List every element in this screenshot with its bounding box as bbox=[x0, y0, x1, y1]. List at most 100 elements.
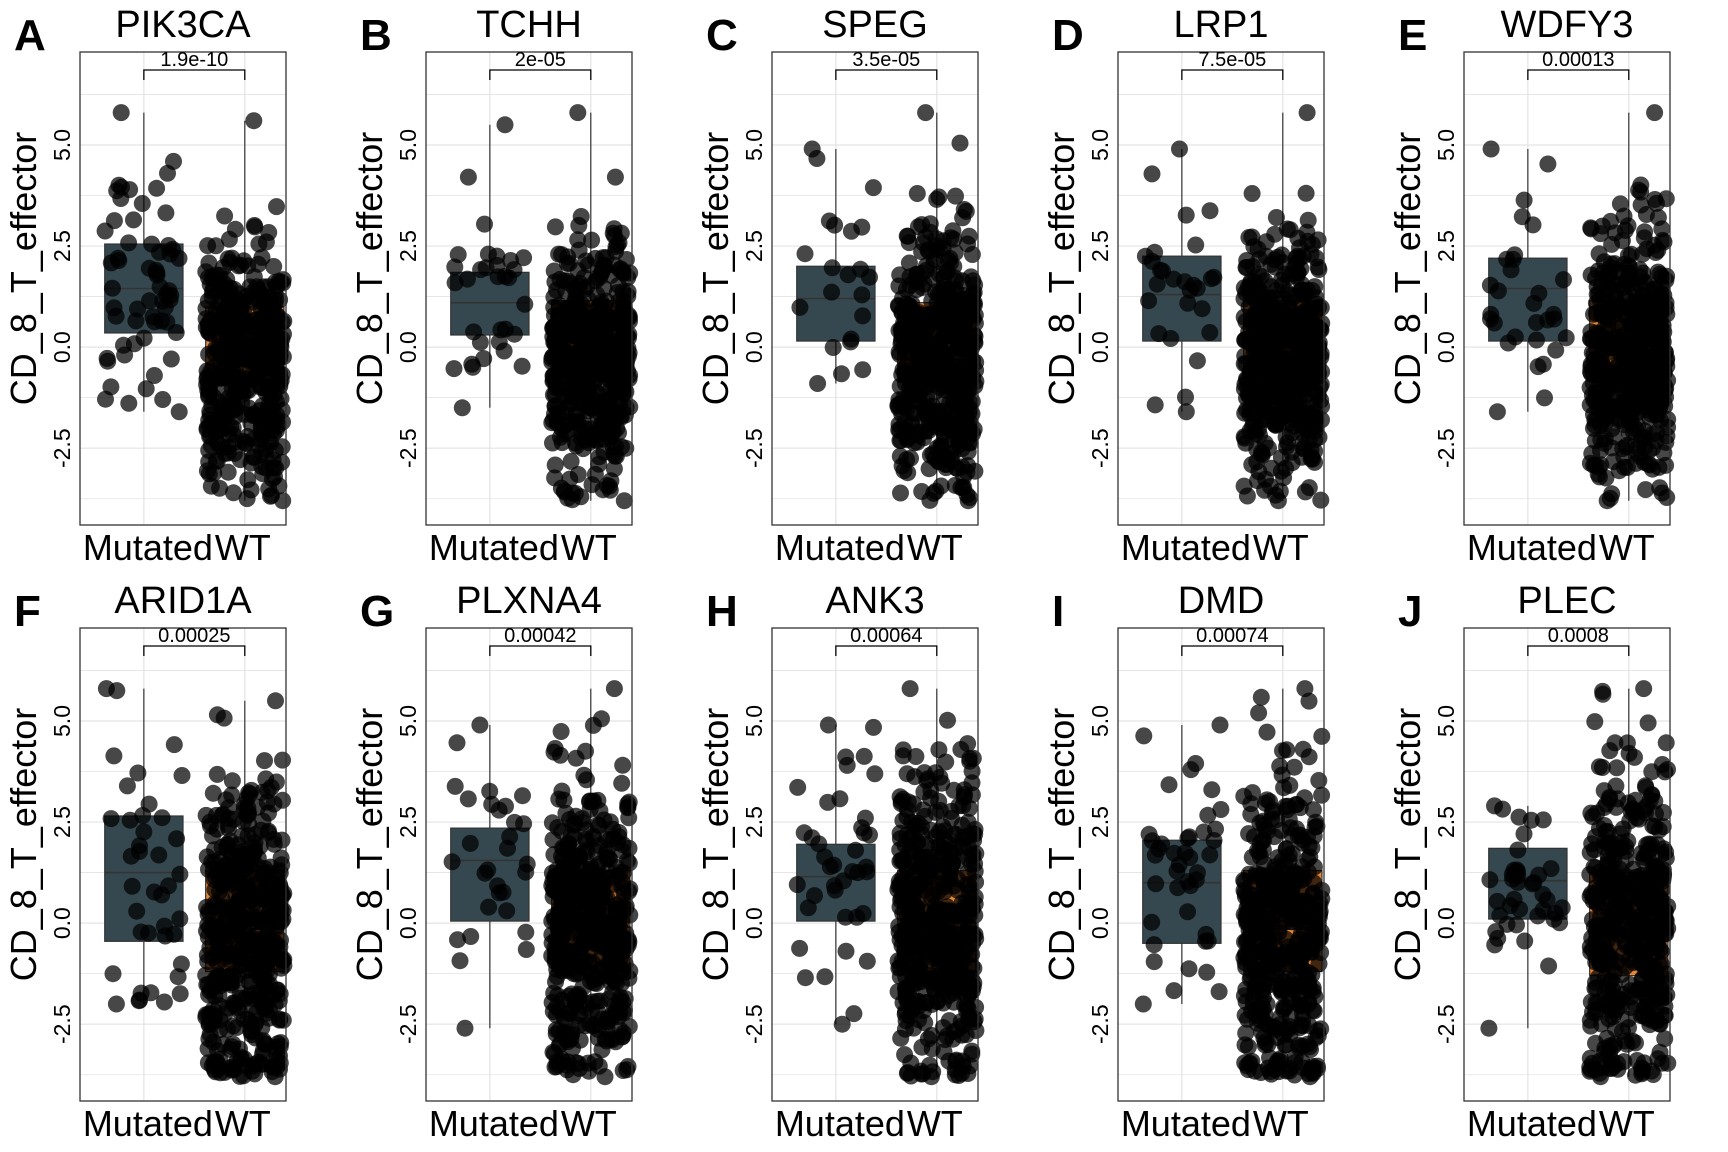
data-point bbox=[495, 342, 513, 360]
data-point bbox=[575, 339, 593, 357]
data-point bbox=[1310, 772, 1328, 789]
data-point bbox=[561, 914, 579, 932]
data-point bbox=[204, 319, 222, 337]
data-point bbox=[223, 369, 241, 387]
data-point bbox=[225, 444, 243, 462]
data-point bbox=[514, 787, 531, 805]
data-point bbox=[938, 898, 956, 916]
data-point bbox=[915, 764, 933, 782]
y-tick-label: 0.0 bbox=[49, 331, 75, 363]
data-point bbox=[1603, 485, 1621, 503]
data-point bbox=[552, 723, 570, 740]
data-point bbox=[597, 306, 615, 324]
data-point bbox=[213, 838, 231, 856]
data-point bbox=[1303, 448, 1321, 466]
data-point bbox=[1297, 411, 1315, 429]
data-point bbox=[261, 898, 279, 916]
significance-bracket bbox=[489, 69, 592, 80]
data-point bbox=[1644, 460, 1661, 478]
data-point bbox=[1581, 330, 1599, 348]
data-point bbox=[1626, 326, 1644, 344]
data-point bbox=[1300, 748, 1318, 766]
data-point bbox=[134, 807, 152, 824]
data-point bbox=[1611, 195, 1629, 213]
data-point bbox=[1557, 329, 1575, 347]
data-point bbox=[1596, 414, 1614, 432]
data-point bbox=[1265, 289, 1283, 307]
y-axis-label: CD_8_T_effector bbox=[3, 132, 44, 405]
panel-c: 3.5e-05SPEGC-2.50.02.55.0CD_8_T_effector… bbox=[695, 4, 985, 568]
data-point bbox=[272, 849, 290, 867]
panel-letter: B bbox=[360, 11, 392, 60]
data-point bbox=[823, 259, 841, 277]
data-point bbox=[550, 379, 568, 397]
significance-bracket bbox=[1181, 69, 1284, 80]
data-point bbox=[501, 828, 519, 846]
data-point bbox=[961, 750, 979, 768]
data-point bbox=[489, 877, 506, 895]
y-tick-label: -2.5 bbox=[1087, 428, 1113, 468]
data-point bbox=[1545, 910, 1563, 928]
data-point bbox=[1482, 305, 1500, 323]
x-tick-label-wt: WT bbox=[215, 527, 271, 568]
data-point bbox=[200, 388, 218, 406]
points-wt bbox=[197, 112, 293, 510]
data-point bbox=[896, 415, 913, 433]
data-point bbox=[169, 968, 187, 986]
data-point bbox=[904, 382, 922, 400]
data-point bbox=[1528, 331, 1545, 349]
data-point bbox=[1193, 300, 1211, 318]
data-point bbox=[225, 484, 242, 502]
data-point bbox=[107, 995, 125, 1013]
data-point bbox=[548, 318, 566, 336]
data-point bbox=[471, 716, 489, 734]
data-point bbox=[1201, 846, 1219, 864]
data-point bbox=[123, 877, 141, 895]
data-point bbox=[263, 315, 281, 333]
y-tick-label: 2.5 bbox=[49, 230, 75, 262]
data-point bbox=[267, 393, 285, 411]
x-tick-label-wt: WT bbox=[215, 1103, 271, 1144]
panel-title: WDFY3 bbox=[1501, 4, 1634, 46]
data-point bbox=[148, 179, 166, 197]
data-point bbox=[893, 937, 911, 955]
data-point bbox=[199, 928, 217, 946]
data-point bbox=[257, 449, 275, 467]
data-point bbox=[145, 367, 163, 384]
data-point bbox=[1505, 890, 1523, 908]
data-point bbox=[168, 830, 186, 848]
data-point bbox=[1494, 800, 1512, 818]
data-point bbox=[1481, 276, 1499, 294]
data-point bbox=[1312, 348, 1330, 366]
data-point bbox=[267, 692, 284, 710]
data-point bbox=[197, 806, 215, 824]
data-point bbox=[575, 766, 593, 784]
data-point bbox=[220, 819, 238, 837]
data-point bbox=[1622, 245, 1640, 263]
data-point bbox=[826, 881, 844, 899]
panel-border bbox=[425, 51, 633, 526]
data-point bbox=[1258, 891, 1275, 909]
data-point bbox=[816, 848, 834, 866]
data-point bbox=[1197, 925, 1215, 943]
data-point bbox=[826, 216, 844, 234]
data-point bbox=[105, 299, 123, 317]
data-point bbox=[1177, 206, 1195, 224]
data-point bbox=[573, 296, 591, 314]
data-point bbox=[924, 397, 942, 415]
data-point bbox=[105, 747, 123, 765]
data-point bbox=[567, 749, 585, 767]
data-point bbox=[963, 246, 981, 263]
y-tick-label: 5.0 bbox=[395, 129, 421, 161]
data-point bbox=[938, 263, 956, 281]
data-point bbox=[247, 1013, 265, 1031]
data-point bbox=[593, 710, 610, 728]
data-point bbox=[570, 217, 588, 234]
data-point bbox=[516, 295, 534, 313]
data-point bbox=[1177, 403, 1195, 421]
data-point bbox=[1586, 456, 1604, 474]
data-point bbox=[1246, 273, 1264, 291]
data-point bbox=[911, 423, 929, 441]
data-point bbox=[1260, 943, 1278, 961]
panel-letter: E bbox=[1398, 11, 1427, 60]
